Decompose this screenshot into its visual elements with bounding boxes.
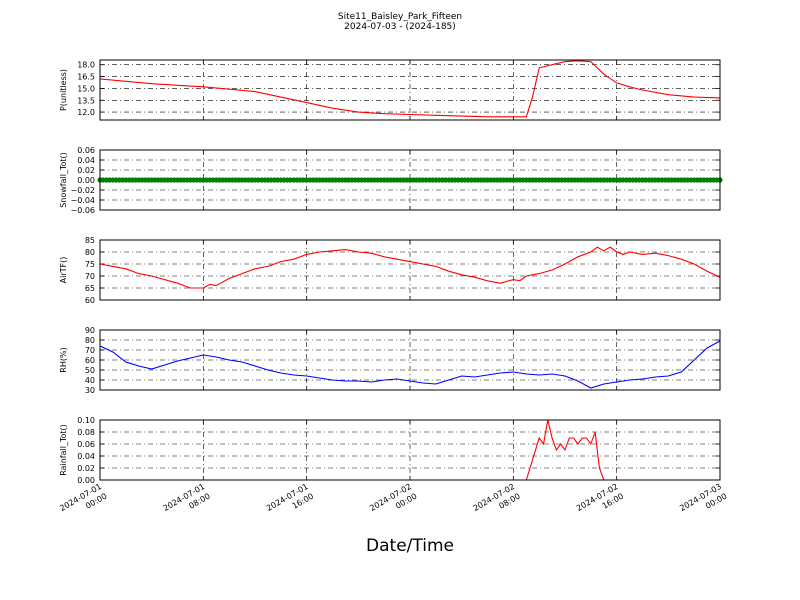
y-tick-label: 70 bbox=[85, 346, 95, 355]
y-axis-label: RH(%) bbox=[59, 347, 68, 372]
x-tick-label: 2024-07-0116:00 bbox=[265, 482, 315, 523]
x-tick-labels: 2024-07-0100:00 2024-07-0108:00 2024-07-01… bbox=[58, 482, 728, 523]
y-tick-label: 16.5 bbox=[77, 73, 95, 82]
y-tick-label: 12.0 bbox=[77, 108, 95, 117]
y-tick-label: 40 bbox=[85, 376, 95, 385]
y-tick-label: 0.00 bbox=[77, 476, 95, 485]
x-tick-label: 2024-07-0200:00 bbox=[368, 482, 418, 523]
x-axis-label: Date/Time bbox=[366, 536, 454, 556]
y-tick-label: 0.04 bbox=[77, 452, 95, 461]
x-tick-label: 2024-07-0216:00 bbox=[575, 482, 625, 523]
x-tick-label: 2024-07-0300:00 bbox=[678, 482, 728, 523]
y-tick-label: 50 bbox=[85, 366, 95, 375]
series-line bbox=[100, 340, 720, 389]
x-tick-label: 2024-07-0108:00 bbox=[162, 482, 212, 523]
y-tick-label: 85 bbox=[85, 236, 95, 245]
series-line bbox=[100, 60, 720, 118]
y-axis-label: AirTF() bbox=[59, 257, 68, 284]
y-tick-label: 60 bbox=[85, 296, 95, 305]
chart-title: Site11_Baisley_Park_Fifteen bbox=[338, 12, 462, 22]
y-axis-label: P(unitless) bbox=[59, 69, 68, 111]
axes-frame bbox=[99, 419, 721, 481]
x-tick-label: 2024-07-0208:00 bbox=[472, 482, 522, 523]
y-tick-label: 0.10 bbox=[77, 416, 95, 425]
axes-frame bbox=[99, 59, 721, 121]
axes-frame bbox=[99, 329, 721, 391]
y-tick-label: 18.0 bbox=[77, 61, 95, 70]
y-tick-label: 0.00 bbox=[77, 176, 95, 185]
y-tick-label: 0.06 bbox=[77, 146, 95, 155]
series-line bbox=[100, 246, 720, 289]
y-tick-label: 0.04 bbox=[77, 156, 95, 165]
y-tick-label: 90 bbox=[85, 326, 95, 335]
y-tick-label: 0.06 bbox=[77, 440, 95, 449]
series-line bbox=[100, 420, 720, 480]
chart-subtitle: 2024-07-03 - (2024-185) bbox=[344, 22, 456, 32]
panel-1: 12.0 13.5 15.0 16.5 18.0 P(unitless) bbox=[59, 59, 721, 121]
y-tick-label: 60 bbox=[85, 356, 95, 365]
y-tick-label: −0.02 bbox=[70, 186, 95, 195]
y-axis-label: Snowfall_Tot() bbox=[59, 152, 68, 208]
y-tick-label: 13.5 bbox=[77, 96, 95, 105]
y-tick-label: −0.04 bbox=[70, 196, 95, 205]
y-tick-label: 65 bbox=[85, 284, 95, 293]
y-tick-label: 70 bbox=[85, 272, 95, 281]
y-tick-label: 0.02 bbox=[77, 166, 95, 175]
y-tick-label: 15.0 bbox=[77, 84, 95, 93]
x-tick-label: 2024-07-0100:00 bbox=[58, 482, 108, 523]
y-tick-label: −0.06 bbox=[70, 206, 95, 215]
y-tick-label: 0.08 bbox=[77, 428, 95, 437]
panel-3: 60 65 70 75 80 85 AirTF() bbox=[59, 236, 721, 305]
axes-frame bbox=[99, 239, 721, 301]
panels: 12.013.515.016.518.0P(unitless)−0.06−0.0… bbox=[59, 59, 723, 485]
y-tick-label: 0.02 bbox=[77, 464, 95, 473]
y-tick-label: 80 bbox=[85, 248, 95, 257]
y-tick-label: 75 bbox=[85, 260, 95, 269]
panel-2: −0.06−0.04−0.020.000.020.040.06 Snowfall_… bbox=[59, 146, 723, 215]
y-tick-label: 30 bbox=[85, 386, 95, 395]
panel-5: 0.00 0.02 0.04 0.06 0.08 0.10 Rainfall_Tot() bbox=[59, 416, 721, 485]
y-tick-label: 80 bbox=[85, 336, 95, 345]
axes-frame bbox=[99, 149, 721, 211]
y-axis-label: Rainfall_Tot() bbox=[59, 424, 68, 476]
